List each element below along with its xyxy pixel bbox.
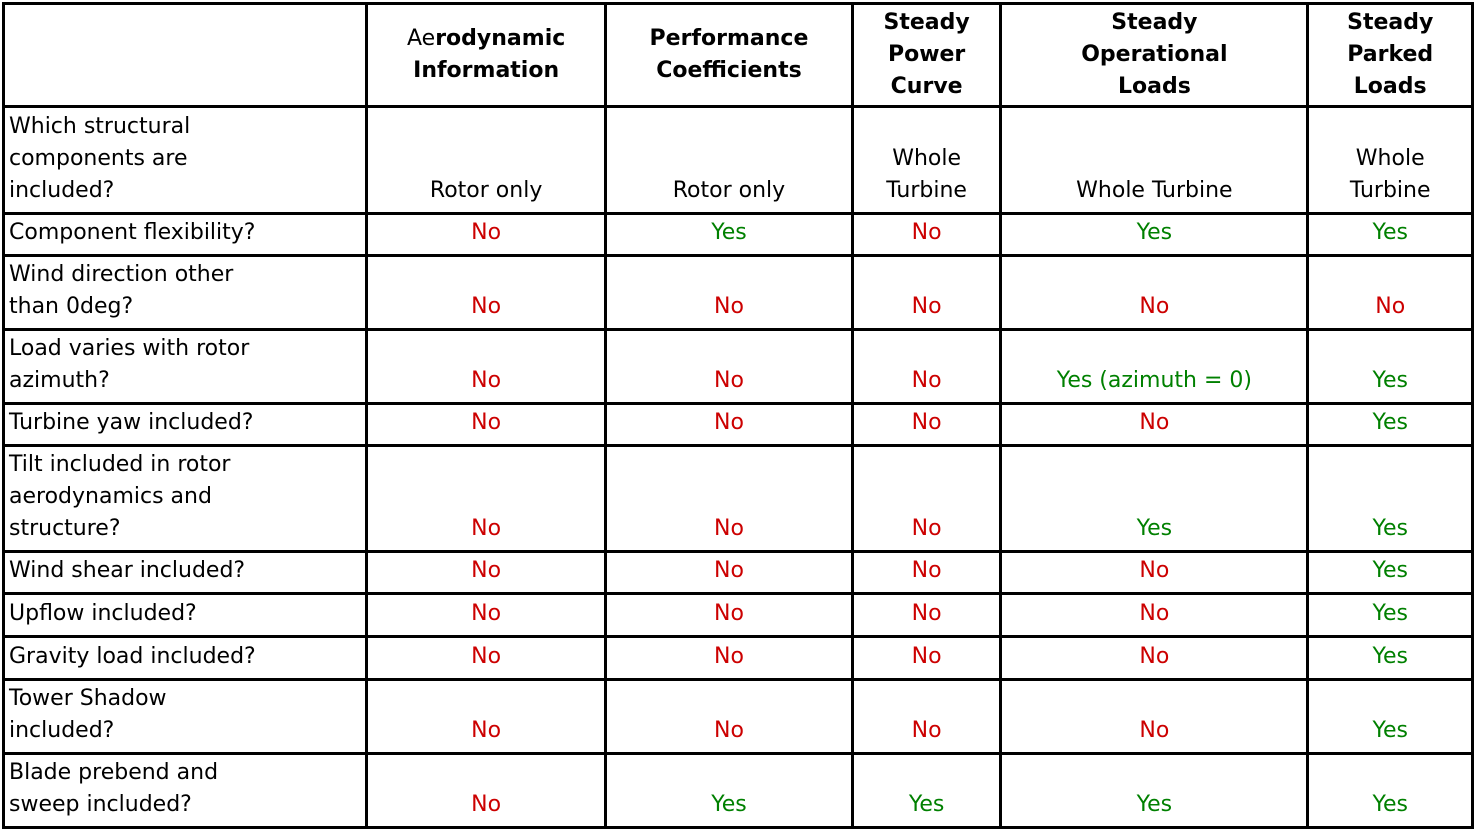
cell-value: No	[850, 592, 1003, 638]
cell-value: Yes	[1306, 444, 1474, 553]
cell-value: Yes	[604, 752, 854, 829]
cell-value: Yes	[999, 752, 1310, 829]
cell-value: No	[365, 678, 608, 755]
table-row-tilt-included: Tilt included in rotor aerodynamics and …	[1, 444, 1474, 553]
table-row-turbine-yaw: Turbine yaw included? No No No No Yes	[1, 402, 1474, 447]
table-row-component-flexibility: Component flexibility? No Yes No Yes Yes	[1, 212, 1474, 257]
row-label: Wind direction other than 0deg?	[1, 254, 369, 331]
row-label: Gravity load included?	[1, 635, 369, 681]
cell-value: No	[365, 752, 608, 829]
cell-value: No	[850, 328, 1003, 405]
header-text-normal: Ae	[407, 26, 436, 51]
table-row-upflow: Upflow included? No No No No Yes	[1, 592, 1474, 638]
table-row-tower-shadow: Tower Shadow included? No No No No Yes	[1, 678, 1474, 755]
table-row-wind-direction: Wind direction other than 0deg? No No No…	[1, 254, 1474, 331]
cell-value: Yes	[999, 212, 1310, 257]
cell-value: No	[604, 678, 854, 755]
corner-cell	[1, 2, 369, 108]
cell-value: Yes	[604, 212, 854, 257]
cell-value: No	[850, 635, 1003, 681]
col-header-steady-power-curve: Steady Power Curve	[850, 2, 1003, 108]
row-label: Blade prebend and sweep included?	[1, 752, 369, 829]
cell-value: No	[999, 402, 1310, 447]
col-header-steady-operational-loads: Steady Operational Loads	[999, 2, 1310, 108]
cell-value: Yes	[1306, 678, 1474, 755]
header-text-bold: rodynamic Information	[413, 26, 566, 83]
cell-value: Yes	[1306, 752, 1474, 829]
cell-value: No	[365, 254, 608, 331]
cell-value: No	[604, 592, 854, 638]
table-row-gravity-load: Gravity load included? No No No No Yes	[1, 635, 1474, 681]
row-label: Component flexibility?	[1, 212, 369, 257]
cell-value: No	[604, 635, 854, 681]
table-row-wind-shear: Wind shear included? No No No No Yes	[1, 550, 1474, 595]
cell-value: Yes	[1306, 550, 1474, 595]
table-row-structural-components: Which structural components are included…	[1, 105, 1474, 215]
cell-value: No	[604, 550, 854, 595]
cell-value: No	[1306, 254, 1474, 331]
cell-value: Whole Turbine	[999, 105, 1310, 215]
cell-value: Rotor only	[365, 105, 608, 215]
cell-value: No	[604, 402, 854, 447]
row-label: Load varies with rotor azimuth?	[1, 328, 369, 405]
cell-value: No	[365, 402, 608, 447]
cell-value: No	[365, 212, 608, 257]
cell-value: No	[999, 592, 1310, 638]
cell-value: No	[999, 550, 1310, 595]
cell-value: No	[850, 402, 1003, 447]
cell-value: Whole Turbine	[850, 105, 1003, 215]
cell-value: No	[365, 550, 608, 595]
table-row-load-varies-azimuth: Load varies with rotor azimuth? No No No…	[1, 328, 1474, 405]
cell-value: No	[365, 444, 608, 553]
cell-value: No	[850, 550, 1003, 595]
row-label: Turbine yaw included?	[1, 402, 369, 447]
cell-value: Rotor only	[604, 105, 854, 215]
col-header-performance-coefficients: Performance Coefficients	[604, 2, 854, 108]
cell-value: Yes	[1306, 402, 1474, 447]
header-row: Aerodynamic Information Performance Coef…	[1, 2, 1474, 108]
cell-value: No	[365, 592, 608, 638]
cell-value: No	[604, 444, 854, 553]
cell-value: No	[999, 678, 1310, 755]
cell-value: Yes	[999, 444, 1310, 553]
row-label: Which structural components are included…	[1, 105, 369, 215]
row-label: Wind shear included?	[1, 550, 369, 595]
cell-value: Yes (azimuth = 0)	[999, 328, 1310, 405]
cell-value: Yes	[1306, 592, 1474, 638]
cell-value: No	[604, 254, 854, 331]
cell-value: No	[365, 635, 608, 681]
cell-value: No	[604, 328, 854, 405]
cell-value: Yes	[1306, 328, 1474, 405]
row-label: Tilt included in rotor aerodynamics and …	[1, 444, 369, 553]
row-label: Tower Shadow included?	[1, 678, 369, 755]
cell-value: Yes	[850, 752, 1003, 829]
cell-value: No	[850, 678, 1003, 755]
cell-value: No	[850, 444, 1003, 553]
cell-value: No	[850, 254, 1003, 331]
cell-value: No	[999, 635, 1310, 681]
cell-value: Yes	[1306, 635, 1474, 681]
cell-value: Whole Turbine	[1306, 105, 1474, 215]
cell-value: Yes	[1306, 212, 1474, 257]
col-header-aerodynamic-information: Aerodynamic Information	[365, 2, 608, 108]
cell-value: No	[850, 212, 1003, 257]
table-row-blade-prebend: Blade prebend and sweep included? No Yes…	[1, 752, 1474, 829]
cell-value: No	[999, 254, 1310, 331]
row-label: Upflow included?	[1, 592, 369, 638]
col-header-steady-parked-loads: Steady Parked Loads	[1306, 2, 1474, 108]
cell-value: No	[365, 328, 608, 405]
